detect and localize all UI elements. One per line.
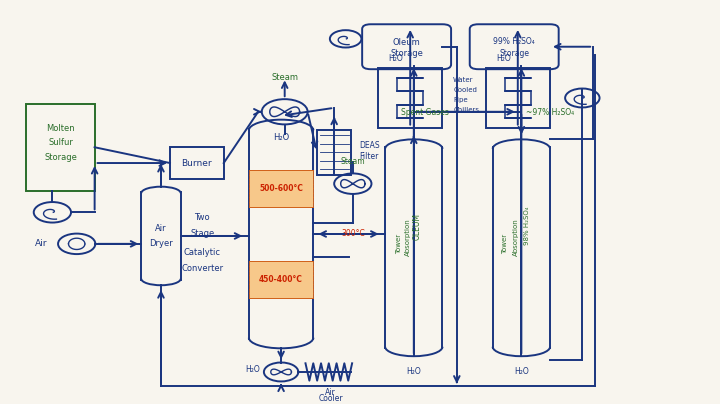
Text: 500-600°C: 500-600°C bbox=[259, 184, 303, 193]
Text: Storage: Storage bbox=[44, 153, 77, 162]
Text: Burner: Burner bbox=[181, 158, 212, 168]
Text: Dryer: Dryer bbox=[149, 239, 173, 248]
Text: Chillers: Chillers bbox=[453, 107, 480, 114]
Bar bbox=[249, 170, 313, 206]
Text: H₂O: H₂O bbox=[496, 54, 510, 63]
Bar bbox=[485, 68, 550, 128]
Text: Steam: Steam bbox=[341, 158, 365, 166]
Bar bbox=[378, 68, 443, 128]
Text: Tower: Tower bbox=[397, 234, 402, 254]
Text: H₂O: H₂O bbox=[245, 366, 260, 375]
Text: Steam: Steam bbox=[271, 73, 298, 82]
Bar bbox=[27, 104, 94, 191]
Text: Storage: Storage bbox=[390, 48, 423, 58]
Text: H₂O: H₂O bbox=[389, 54, 403, 63]
Text: Stage: Stage bbox=[190, 229, 215, 238]
Text: 450-400°C: 450-400°C bbox=[259, 275, 303, 284]
Bar bbox=[317, 130, 351, 175]
Text: Storage: Storage bbox=[499, 49, 529, 58]
Text: Pipe: Pipe bbox=[453, 97, 468, 103]
Text: Absorption: Absorption bbox=[405, 218, 411, 256]
Text: DEAS: DEAS bbox=[359, 141, 379, 150]
Text: Catalytic: Catalytic bbox=[184, 248, 221, 257]
Text: Air: Air bbox=[155, 223, 167, 233]
Text: 99% H₂SO₄: 99% H₂SO₄ bbox=[493, 37, 535, 46]
Text: ~97% H₂SO₄: ~97% H₂SO₄ bbox=[526, 108, 574, 117]
Text: Water: Water bbox=[453, 77, 474, 83]
Text: Cooler: Cooler bbox=[318, 394, 343, 403]
Text: Molten: Molten bbox=[46, 124, 75, 133]
Text: 98% H₂SO₄: 98% H₂SO₄ bbox=[524, 207, 530, 245]
Text: OLEUM: OLEUM bbox=[412, 213, 421, 240]
Text: Air: Air bbox=[35, 239, 47, 248]
Text: H₂O: H₂O bbox=[514, 367, 528, 376]
Bar bbox=[170, 147, 224, 179]
Text: Oleum: Oleum bbox=[392, 38, 420, 47]
Text: H₂O: H₂O bbox=[406, 367, 421, 376]
Text: Two: Two bbox=[194, 213, 210, 223]
Text: H₂O: H₂O bbox=[273, 133, 289, 141]
Text: Sulfur: Sulfur bbox=[48, 139, 73, 147]
Text: Filter: Filter bbox=[359, 152, 379, 161]
Text: Tower: Tower bbox=[503, 234, 508, 254]
Text: Converter: Converter bbox=[181, 264, 223, 273]
Text: Air: Air bbox=[325, 388, 336, 397]
Text: 300°C: 300°C bbox=[341, 229, 365, 238]
Bar bbox=[249, 261, 313, 298]
Text: Cooled: Cooled bbox=[453, 87, 477, 93]
Text: Absorption: Absorption bbox=[513, 218, 518, 256]
Text: Spent Gases: Spent Gases bbox=[400, 108, 449, 117]
